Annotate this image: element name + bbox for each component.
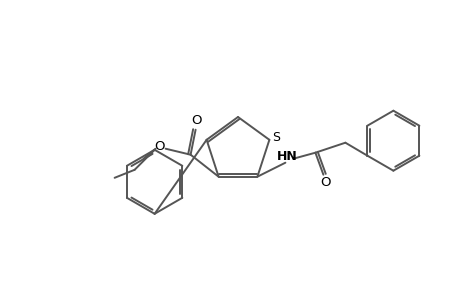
Text: S: S bbox=[272, 131, 280, 144]
Text: O: O bbox=[319, 176, 330, 189]
Text: O: O bbox=[191, 114, 202, 127]
Text: O: O bbox=[154, 140, 164, 153]
Text: HN: HN bbox=[276, 150, 297, 163]
